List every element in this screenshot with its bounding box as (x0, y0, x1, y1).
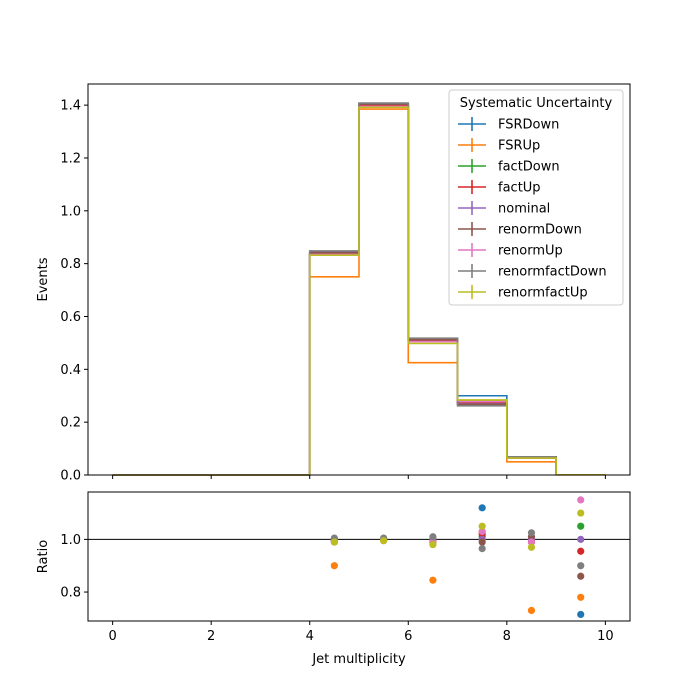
legend-item-renormfact-up: renormfactUp (458, 285, 588, 301)
ratio-point-fsrup (429, 576, 437, 584)
jet-multiplicity-axis-label: Jet multiplicity (311, 652, 406, 667)
events-axis-label: Events (36, 257, 51, 301)
legend-item-fact-down: factDown (458, 159, 560, 175)
x-tick-label: 6 (404, 629, 412, 644)
legend-label: factUp (498, 181, 541, 196)
events-tick-label: 0.0 (60, 469, 81, 484)
ratio-panel: 0.8 1.0 0 2 4 6 8 10 Ratio Jet multiplicity (36, 491, 631, 667)
ratio-point-renormfact-down (577, 562, 585, 570)
events-tick-label: 1.2 (60, 151, 81, 166)
x-tick-label: 8 (503, 629, 511, 644)
legend-label: renormDown (498, 223, 582, 238)
ratio-point-renormfact-up (527, 543, 536, 551)
ratio-point-fsrdown (577, 610, 585, 619)
legend-label: nominal (498, 202, 550, 217)
ratio-point-fsrup (330, 562, 338, 570)
ratio-point-renormfact-down (527, 529, 536, 537)
ratio-point-renormfact-up (577, 509, 585, 517)
legend-label: FSRDown (498, 118, 559, 133)
ratio-point-renormfact-up (380, 537, 388, 545)
legend-title: Systematic Uncertainty (460, 96, 613, 111)
ratio-tick-label: 0.8 (60, 586, 81, 601)
events-tick-label: 1.0 (60, 204, 81, 219)
ratio-point-renormfact-down (429, 533, 437, 541)
events-tick-label: 0.8 (60, 257, 81, 272)
ratio-point-fact-up (577, 547, 585, 555)
ratio-axis-label: Ratio (36, 540, 51, 573)
legend-item-renorm-up: renormUp (458, 243, 563, 259)
ratio-plot-frame (87, 491, 631, 622)
legend-item-renormfact-down: renormfactDown (458, 264, 607, 280)
ratio-point-fact-down (577, 522, 585, 530)
x-tick-label: 0 (108, 629, 116, 644)
ratio-point-renormfact-up (429, 541, 437, 549)
ratio-point-fsrdown (478, 504, 486, 512)
events-tick-label: 0.4 (60, 363, 81, 378)
x-tick-label: 4 (306, 629, 314, 644)
x-tick-label: 2 (207, 629, 215, 644)
ratio-point-renorm-down (478, 538, 486, 546)
ratio-point-renorm-down (577, 572, 585, 580)
ratio-point-fsrup (577, 593, 585, 601)
ratio-point-renorm-up (577, 496, 585, 504)
legend-box (448, 89, 624, 306)
legend-label: renormUp (498, 244, 563, 259)
legend-label: FSRUp (498, 139, 540, 154)
legend-item-nominal: nominal (458, 201, 550, 217)
ratio-point-fsrup (527, 606, 536, 615)
main-histogram-panel: 0.0 0.2 0.4 0.6 0.8 1.0 1.2 1.4 Events Systemat… (36, 83, 631, 484)
x-tick-label: 10 (597, 629, 614, 644)
ratio-point-renorm-up (478, 527, 486, 536)
events-tick-label: 0.6 (60, 310, 81, 325)
legend: Systematic Uncertainty FSRDown FSRUp factD… (448, 89, 624, 306)
legend-item-renorm-down: renormDown (458, 222, 582, 238)
ratio-point-renorm-up (527, 538, 536, 546)
legend-item-fsrdown: FSRDown (458, 117, 559, 133)
legend-item-fact-up: factUp (458, 180, 541, 196)
legend-label: renormfactUp (498, 286, 588, 301)
main-plot-frame (87, 83, 631, 476)
legend-label: renormfactDown (498, 265, 607, 280)
ratio-point-renormfact-up (478, 522, 486, 530)
ratio-tick-label: 1.0 (60, 533, 81, 548)
ratio-point-renormfact-down (478, 545, 486, 553)
events-tick-label: 0.2 (60, 416, 81, 431)
legend-label: factDown (498, 160, 560, 175)
ratio-point-renormfact-up (330, 538, 338, 546)
legend-item-fsrup: FSRUp (458, 138, 540, 154)
ratio-point-nominal (577, 535, 585, 543)
events-tick-label: 1.4 (60, 99, 81, 114)
